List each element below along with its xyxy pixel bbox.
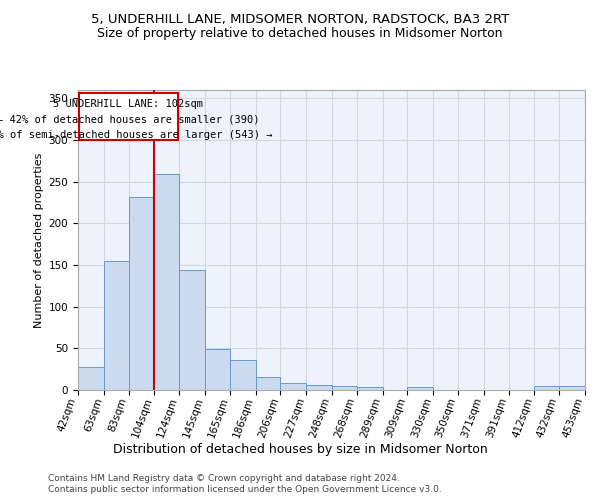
Bar [230, 360, 256, 390]
Text: Size of property relative to detached houses in Midsomer Norton: Size of property relative to detached ho… [97, 28, 503, 40]
Bar [256, 376, 280, 390]
Text: Contains public sector information licensed under the Open Government Licence v3: Contains public sector information licen… [48, 485, 442, 494]
Bar [306, 385, 332, 390]
Text: 5 UNDERHILL LANE: 102sqm: 5 UNDERHILL LANE: 102sqm [53, 99, 203, 109]
Text: Distribution of detached houses by size in Midsomer Norton: Distribution of detached houses by size … [113, 442, 487, 456]
Text: 5, UNDERHILL LANE, MIDSOMER NORTON, RADSTOCK, BA3 2RT: 5, UNDERHILL LANE, MIDSOMER NORTON, RADS… [91, 12, 509, 26]
Bar [332, 386, 357, 390]
FancyBboxPatch shape [79, 92, 178, 140]
Text: ← 42% of detached houses are smaller (390): ← 42% of detached houses are smaller (39… [0, 114, 260, 124]
Bar [179, 270, 205, 390]
Bar [280, 382, 306, 390]
Bar [205, 349, 230, 390]
Bar [407, 386, 433, 390]
Bar [154, 174, 179, 390]
Bar [128, 196, 154, 390]
Y-axis label: Number of detached properties: Number of detached properties [34, 152, 44, 328]
Bar [78, 366, 104, 390]
Text: Contains HM Land Registry data © Crown copyright and database right 2024.: Contains HM Land Registry data © Crown c… [48, 474, 400, 483]
Bar [357, 386, 383, 390]
Text: 58% of semi-detached houses are larger (543) →: 58% of semi-detached houses are larger (… [0, 130, 272, 140]
Bar [104, 261, 128, 390]
Bar [535, 386, 559, 390]
Bar [559, 386, 585, 390]
